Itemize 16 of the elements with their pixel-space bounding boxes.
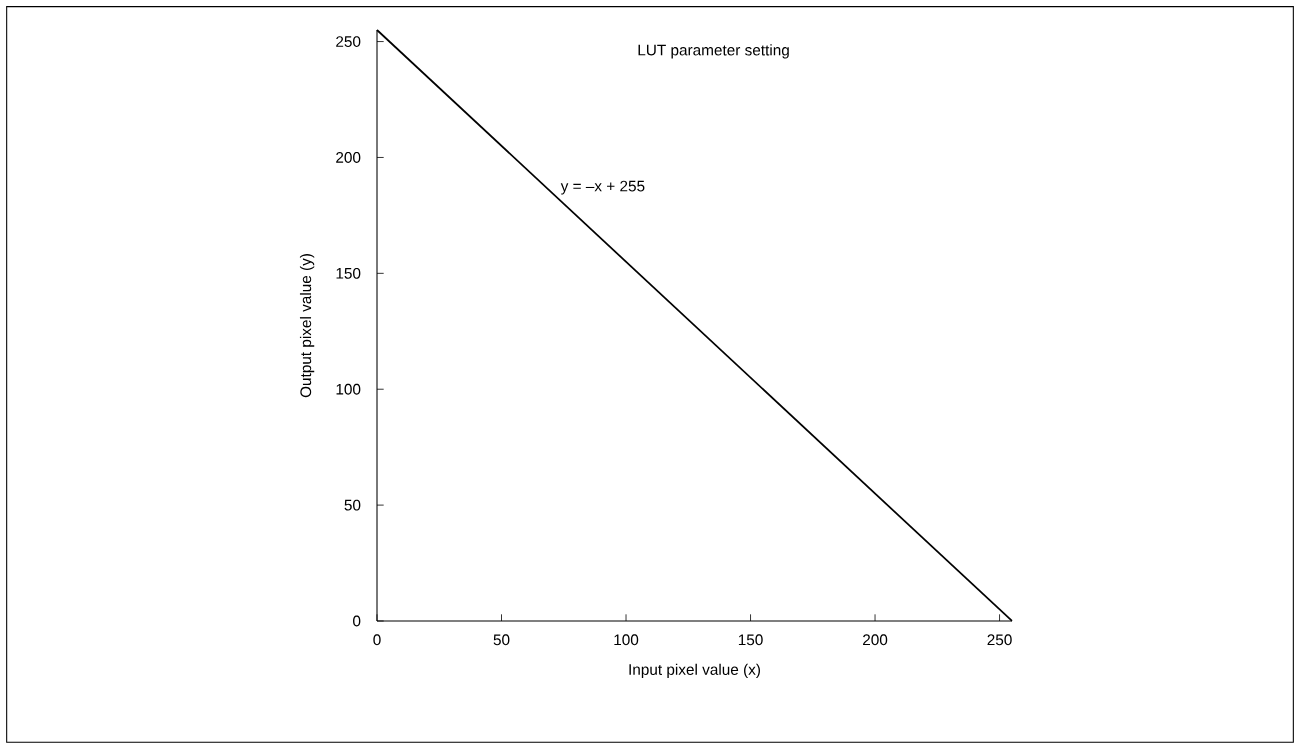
- y-tick-label: 50: [344, 499, 361, 511]
- y-tick-label: 0: [353, 615, 361, 627]
- y-tick-label: 200: [336, 152, 361, 163]
- y-tick-label: 250: [336, 36, 361, 47]
- x-tick-label: 200: [863, 634, 888, 646]
- x-tick-label: 250: [987, 634, 1012, 646]
- x-tick-label: 50: [493, 634, 510, 646]
- annotation: y = –x + 255: [560, 180, 645, 195]
- text: LUT parameter setting: [638, 44, 789, 59]
- x-tick-label: 150: [738, 634, 763, 646]
- x-axis-title: Input pixel value (x): [629, 663, 760, 678]
- y-axis-title: Output pixel value (y): [299, 254, 315, 398]
- x-tick-label: 100: [614, 634, 639, 646]
- y-tick-label: 100: [336, 383, 361, 395]
- x-tick-label: 0: [373, 634, 381, 646]
- y-tick-label: 150: [336, 267, 361, 279]
